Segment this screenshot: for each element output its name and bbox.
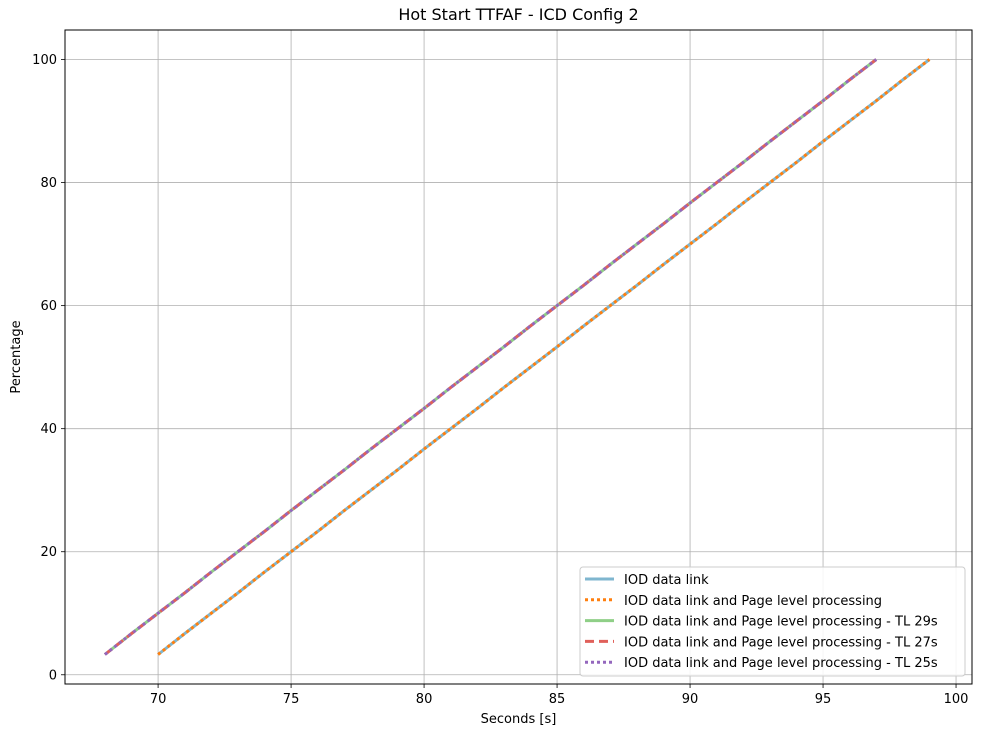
x-tick-label: 85 [549,692,566,707]
legend-label-1: IOD data link [624,573,709,588]
y-tick-label: 20 [40,545,57,560]
x-tick-label: 90 [682,692,699,707]
x-tick-label: 100 [944,692,969,707]
y-tick-label: 0 [49,668,57,683]
legend-label-5: IOD data link and Page level processing … [624,656,938,671]
plot-frame [64,29,973,685]
y-tick-label: 40 [40,422,57,437]
ticks: 70 75 80 85 90 95 100 0 20 40 60 80 100 [32,53,968,707]
series-line-2 [157,58,931,656]
x-tick-label: 75 [283,692,300,707]
chart-title: Hot Start TTFAF - ICD Config 2 [398,5,638,24]
series-line-5 [103,58,878,656]
legend-box [579,566,966,677]
y-tick-label: 100 [32,53,57,68]
grid [65,30,972,684]
x-tick-label: 80 [416,692,433,707]
series-lines [103,58,931,656]
legend: IOD data link IOD data link and Page leve… [579,566,966,677]
x-axis-label: Seconds [s] [481,712,557,727]
y-tick-label: 60 [40,299,57,314]
x-tick-label: 70 [150,692,167,707]
legend-label-3: IOD data link and Page level processing … [624,615,938,630]
y-axis-label: Percentage [9,320,24,393]
legend-label-4: IOD data link and Page level processing … [624,635,938,650]
y-tick-label: 80 [40,176,57,191]
x-tick-label: 95 [815,692,832,707]
legend-label-2: IOD data link and Page level processing [624,594,882,609]
